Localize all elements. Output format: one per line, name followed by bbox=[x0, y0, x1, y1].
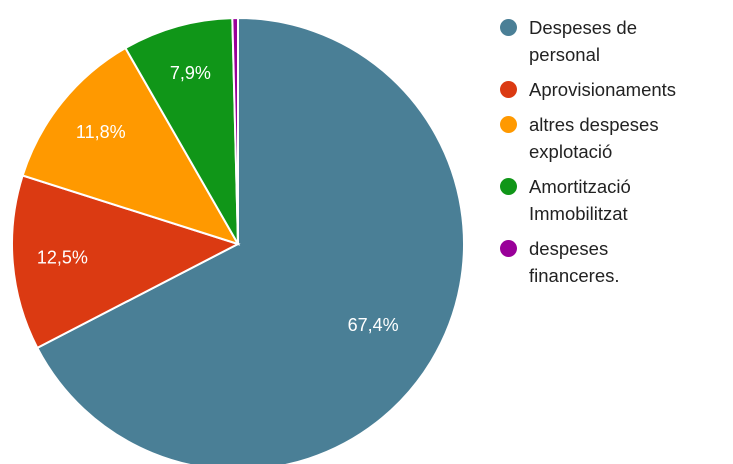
slice-value-label: 11,8% bbox=[76, 122, 126, 142]
legend-label: altres despeses explotació bbox=[529, 114, 659, 162]
legend-label: despeses financeres. bbox=[529, 238, 620, 286]
legend-swatch bbox=[500, 240, 517, 257]
slice-value-label: 7,9% bbox=[170, 63, 211, 83]
pie-slice-4 bbox=[231, 16, 239, 245]
pie-slice-2 bbox=[21, 46, 241, 246]
legend-swatch bbox=[500, 81, 517, 98]
legend-item: despeses financeres. bbox=[500, 235, 733, 289]
pie-slice-0 bbox=[35, 16, 465, 464]
legend-item: Amortització Immobilitzat bbox=[500, 173, 733, 227]
legend-item: Aprovisionaments bbox=[500, 76, 733, 103]
legend-item: Despeses de personal bbox=[500, 14, 733, 68]
legend-item: altres despeses explotació bbox=[500, 111, 733, 165]
legend: Despeses de personal Aprovisionaments altr… bbox=[500, 14, 733, 297]
legend-label: Despeses de personal bbox=[529, 17, 637, 65]
slice-value-label: 12,5% bbox=[37, 248, 88, 268]
pie-chart: 67,4% 12,5% 11,8% 7,9% bbox=[11, 16, 465, 464]
legend-swatch bbox=[500, 19, 517, 36]
legend-swatch bbox=[500, 178, 517, 195]
legend-label: Aprovisionaments bbox=[529, 79, 677, 100]
legend-swatch bbox=[500, 116, 517, 133]
legend-label: Amortització Immobilitzat bbox=[529, 176, 631, 224]
slice-value-label: 67,4% bbox=[348, 315, 399, 335]
pie-slice-1 bbox=[11, 174, 241, 350]
pie-slice-3 bbox=[124, 17, 239, 245]
